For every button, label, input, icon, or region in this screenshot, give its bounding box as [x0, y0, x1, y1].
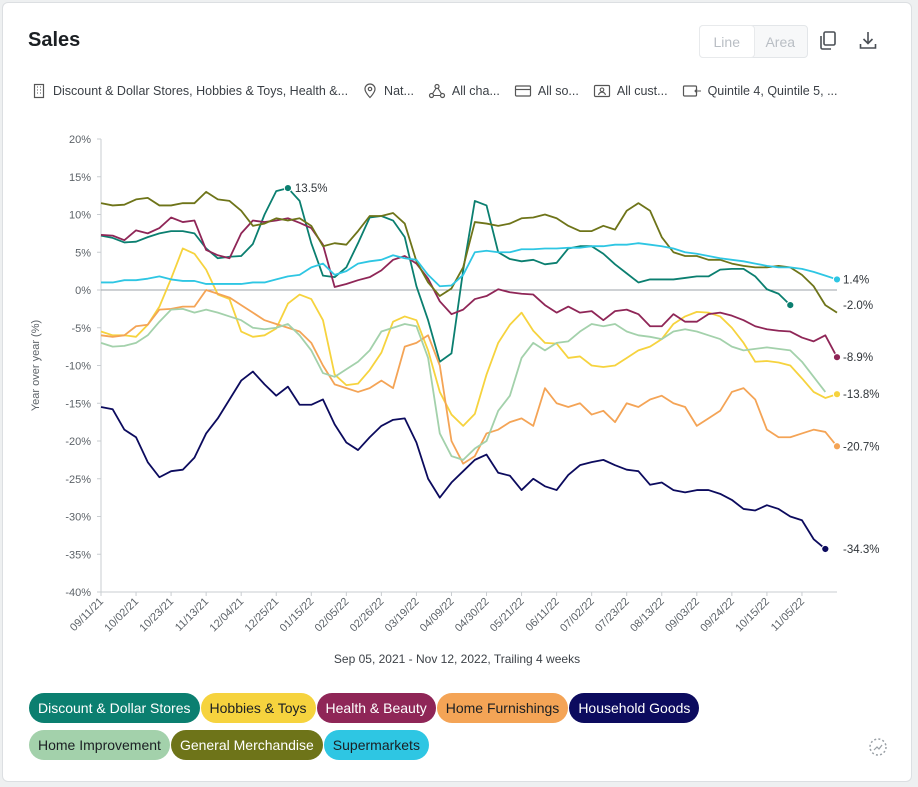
- y-tick-label: 15%: [69, 172, 91, 184]
- y-tick-label: -20%: [65, 436, 91, 448]
- series-line-discount-and-dollar-stores[interactable]: [100, 187, 791, 363]
- x-tick-label: 02/05/22: [313, 596, 352, 635]
- series-line-general-merchandise[interactable]: [100, 190, 838, 314]
- x-tick-label: 09/03/22: [663, 596, 702, 635]
- series-end-point-discount-and-dollar-stores: [786, 301, 795, 310]
- y-tick-label: -40%: [65, 587, 91, 599]
- filter-geography-label: Nat...: [384, 84, 414, 98]
- y-tick-label: -10%: [65, 361, 91, 373]
- filter-channel-label: All cha...: [451, 84, 500, 98]
- y-tick-label: -35%: [65, 549, 91, 561]
- id-card-icon: [593, 84, 610, 98]
- loading-spinner-icon: [869, 738, 887, 756]
- filter-bar: Discount & Dollar Stores, Hobbies & Toys…: [31, 81, 852, 101]
- filter-channel[interactable]: All cha...: [428, 83, 500, 99]
- page-title: Sales: [28, 29, 81, 51]
- copy-icon[interactable]: [817, 29, 839, 51]
- filter-source-label: All so...: [537, 84, 579, 98]
- chart-type-toggle[interactable]: Line Area: [699, 25, 808, 58]
- series-line-home-furnishings[interactable]: [100, 289, 838, 465]
- legend-chip-household-goods[interactable]: Household Goods: [569, 693, 700, 723]
- series-line-health-and-beauty[interactable]: [100, 216, 838, 358]
- x-tick-label: 06/11/22: [524, 596, 562, 634]
- x-tick-label: 01/15/22: [278, 596, 317, 635]
- wallet-icon: [682, 85, 701, 97]
- legend-chip-home-furnishings[interactable]: Home Furnishings: [436, 693, 569, 723]
- filter-income[interactable]: Quintile 4, Quintile 5, ...: [682, 83, 838, 99]
- peak-label: 13.5%: [295, 183, 328, 195]
- card-icon: [514, 85, 531, 97]
- x-tick-label: 11/05/22: [769, 596, 807, 634]
- y-tick-label: -5%: [71, 323, 91, 335]
- x-tick-label: 10/02/21: [102, 596, 141, 635]
- filter-source[interactable]: All so...: [514, 83, 579, 99]
- chart-legend: Discount & Dollar Stores Hobbies & Toys He…: [29, 693, 769, 767]
- legend-chip-supermarkets[interactable]: Supermarkets: [323, 730, 429, 760]
- legend-chip-hobbies-and-toys[interactable]: Hobbies & Toys: [200, 693, 316, 723]
- x-tick-label: 10/23/21: [137, 596, 176, 635]
- sales-line-chart: 20% 15% 10% 5% 0% -5% -10% -15% -20% -25% -30% -35%…: [30, 134, 879, 666]
- legend-chip-discount-and-dollar-stores[interactable]: Discount & Dollar Stores: [29, 693, 200, 723]
- legend-chip-health-and-beauty[interactable]: Health & Beauty: [316, 693, 436, 723]
- x-tick-label: 05/21/22: [488, 596, 527, 635]
- x-tick-label: 04/09/22: [418, 596, 457, 635]
- x-tick-label: 09/11/21: [68, 596, 106, 634]
- y-tick-label: 20%: [69, 134, 91, 146]
- filter-category[interactable]: Discount & Dollar Stores, Hobbies & Toys…: [31, 83, 348, 99]
- x-tick-label: 09/24/22: [698, 596, 737, 635]
- series-end-point-hobbies-and-toys: [832, 390, 842, 399]
- series-end-label-supermarkets: 1.4%: [843, 274, 869, 286]
- y-axis-title: Year over year (%): [30, 320, 42, 411]
- y-tick-label: -15%: [65, 398, 91, 410]
- x-tick-label: 04/30/22: [453, 596, 492, 635]
- filter-customer-label: All cust...: [616, 84, 668, 98]
- x-tick-label: 02/26/22: [348, 596, 387, 635]
- series-line-home-improvement[interactable]: [100, 307, 827, 461]
- chart-subtitle: Sep 05, 2021 - Nov 12, 2022, Trailing 4 …: [334, 652, 580, 666]
- y-tick-label: 0%: [75, 285, 91, 297]
- x-tick-label: 12/25/21: [243, 596, 282, 635]
- filter-customer[interactable]: All cust...: [593, 83, 668, 99]
- series-end-label-household-goods: -34.3%: [843, 544, 879, 556]
- series-end-point-health-and-beauty: [832, 353, 842, 362]
- channels-icon: [428, 83, 446, 99]
- series-end-point-home-furnishings: [832, 442, 842, 451]
- filter-geography[interactable]: Nat...: [362, 83, 414, 99]
- x-tick-label: 03/19/22: [383, 596, 422, 635]
- filter-category-label: Discount & Dollar Stores, Hobbies & Toys…: [53, 84, 349, 98]
- x-tick-label: 07/02/22: [558, 596, 597, 635]
- x-tick-label: 11/13/21: [173, 596, 211, 634]
- series-end-label-discount-and-dollar-stores: -2.0%: [843, 300, 873, 312]
- legend-chip-home-improvement[interactable]: Home Improvement: [29, 730, 170, 760]
- series-line-hobbies-and-toys[interactable]: [100, 247, 838, 427]
- series-end-label-health-and-beauty: -8.9%: [843, 352, 873, 364]
- download-icon[interactable]: [857, 29, 879, 51]
- peak-point: [283, 183, 293, 193]
- map-pin-icon: [364, 83, 376, 99]
- series-end-label-home-furnishings: -20.7%: [843, 441, 879, 453]
- y-tick-label: -30%: [65, 512, 91, 524]
- building-icon: [33, 83, 45, 99]
- series-line-household-goods[interactable]: [100, 370, 826, 550]
- legend-chip-general-merchandise[interactable]: General Merchandise: [170, 730, 323, 760]
- y-tick-label: 10%: [69, 210, 91, 222]
- x-tick-label: 10/15/22: [733, 596, 772, 635]
- x-tick-label: 12/04/21: [208, 596, 247, 635]
- series-end-point-supermarkets: [832, 275, 842, 284]
- series-line-supermarkets[interactable]: [101, 242, 838, 288]
- line-toggle-button[interactable]: Line: [700, 26, 754, 57]
- series-end-point-household-goods: [821, 544, 830, 554]
- area-toggle-button[interactable]: Area: [765, 33, 796, 50]
- series-end-label-hobbies-and-toys: -13.8%: [843, 389, 879, 401]
- x-tick-label: 07/23/22: [593, 596, 632, 635]
- x-tick-label: 08/13/22: [628, 596, 667, 635]
- filter-income-label: Quintile 4, Quintile 5, ...: [707, 84, 838, 98]
- y-tick-label: 5%: [75, 247, 91, 259]
- y-tick-label: -25%: [65, 474, 91, 486]
